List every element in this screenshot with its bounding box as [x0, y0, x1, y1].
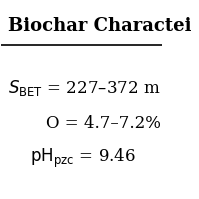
- Text: $S_{\mathrm{BET}}$ = 227–372 m: $S_{\mathrm{BET}}$ = 227–372 m: [8, 78, 160, 98]
- Text: Biochar Charactei: Biochar Charactei: [8, 17, 191, 35]
- Text: O = 4.7–7.2%: O = 4.7–7.2%: [46, 115, 161, 132]
- Text: $\mathrm{pH}_{\mathrm{pzc}}$ = 9.46: $\mathrm{pH}_{\mathrm{pzc}}$ = 9.46: [30, 147, 136, 170]
